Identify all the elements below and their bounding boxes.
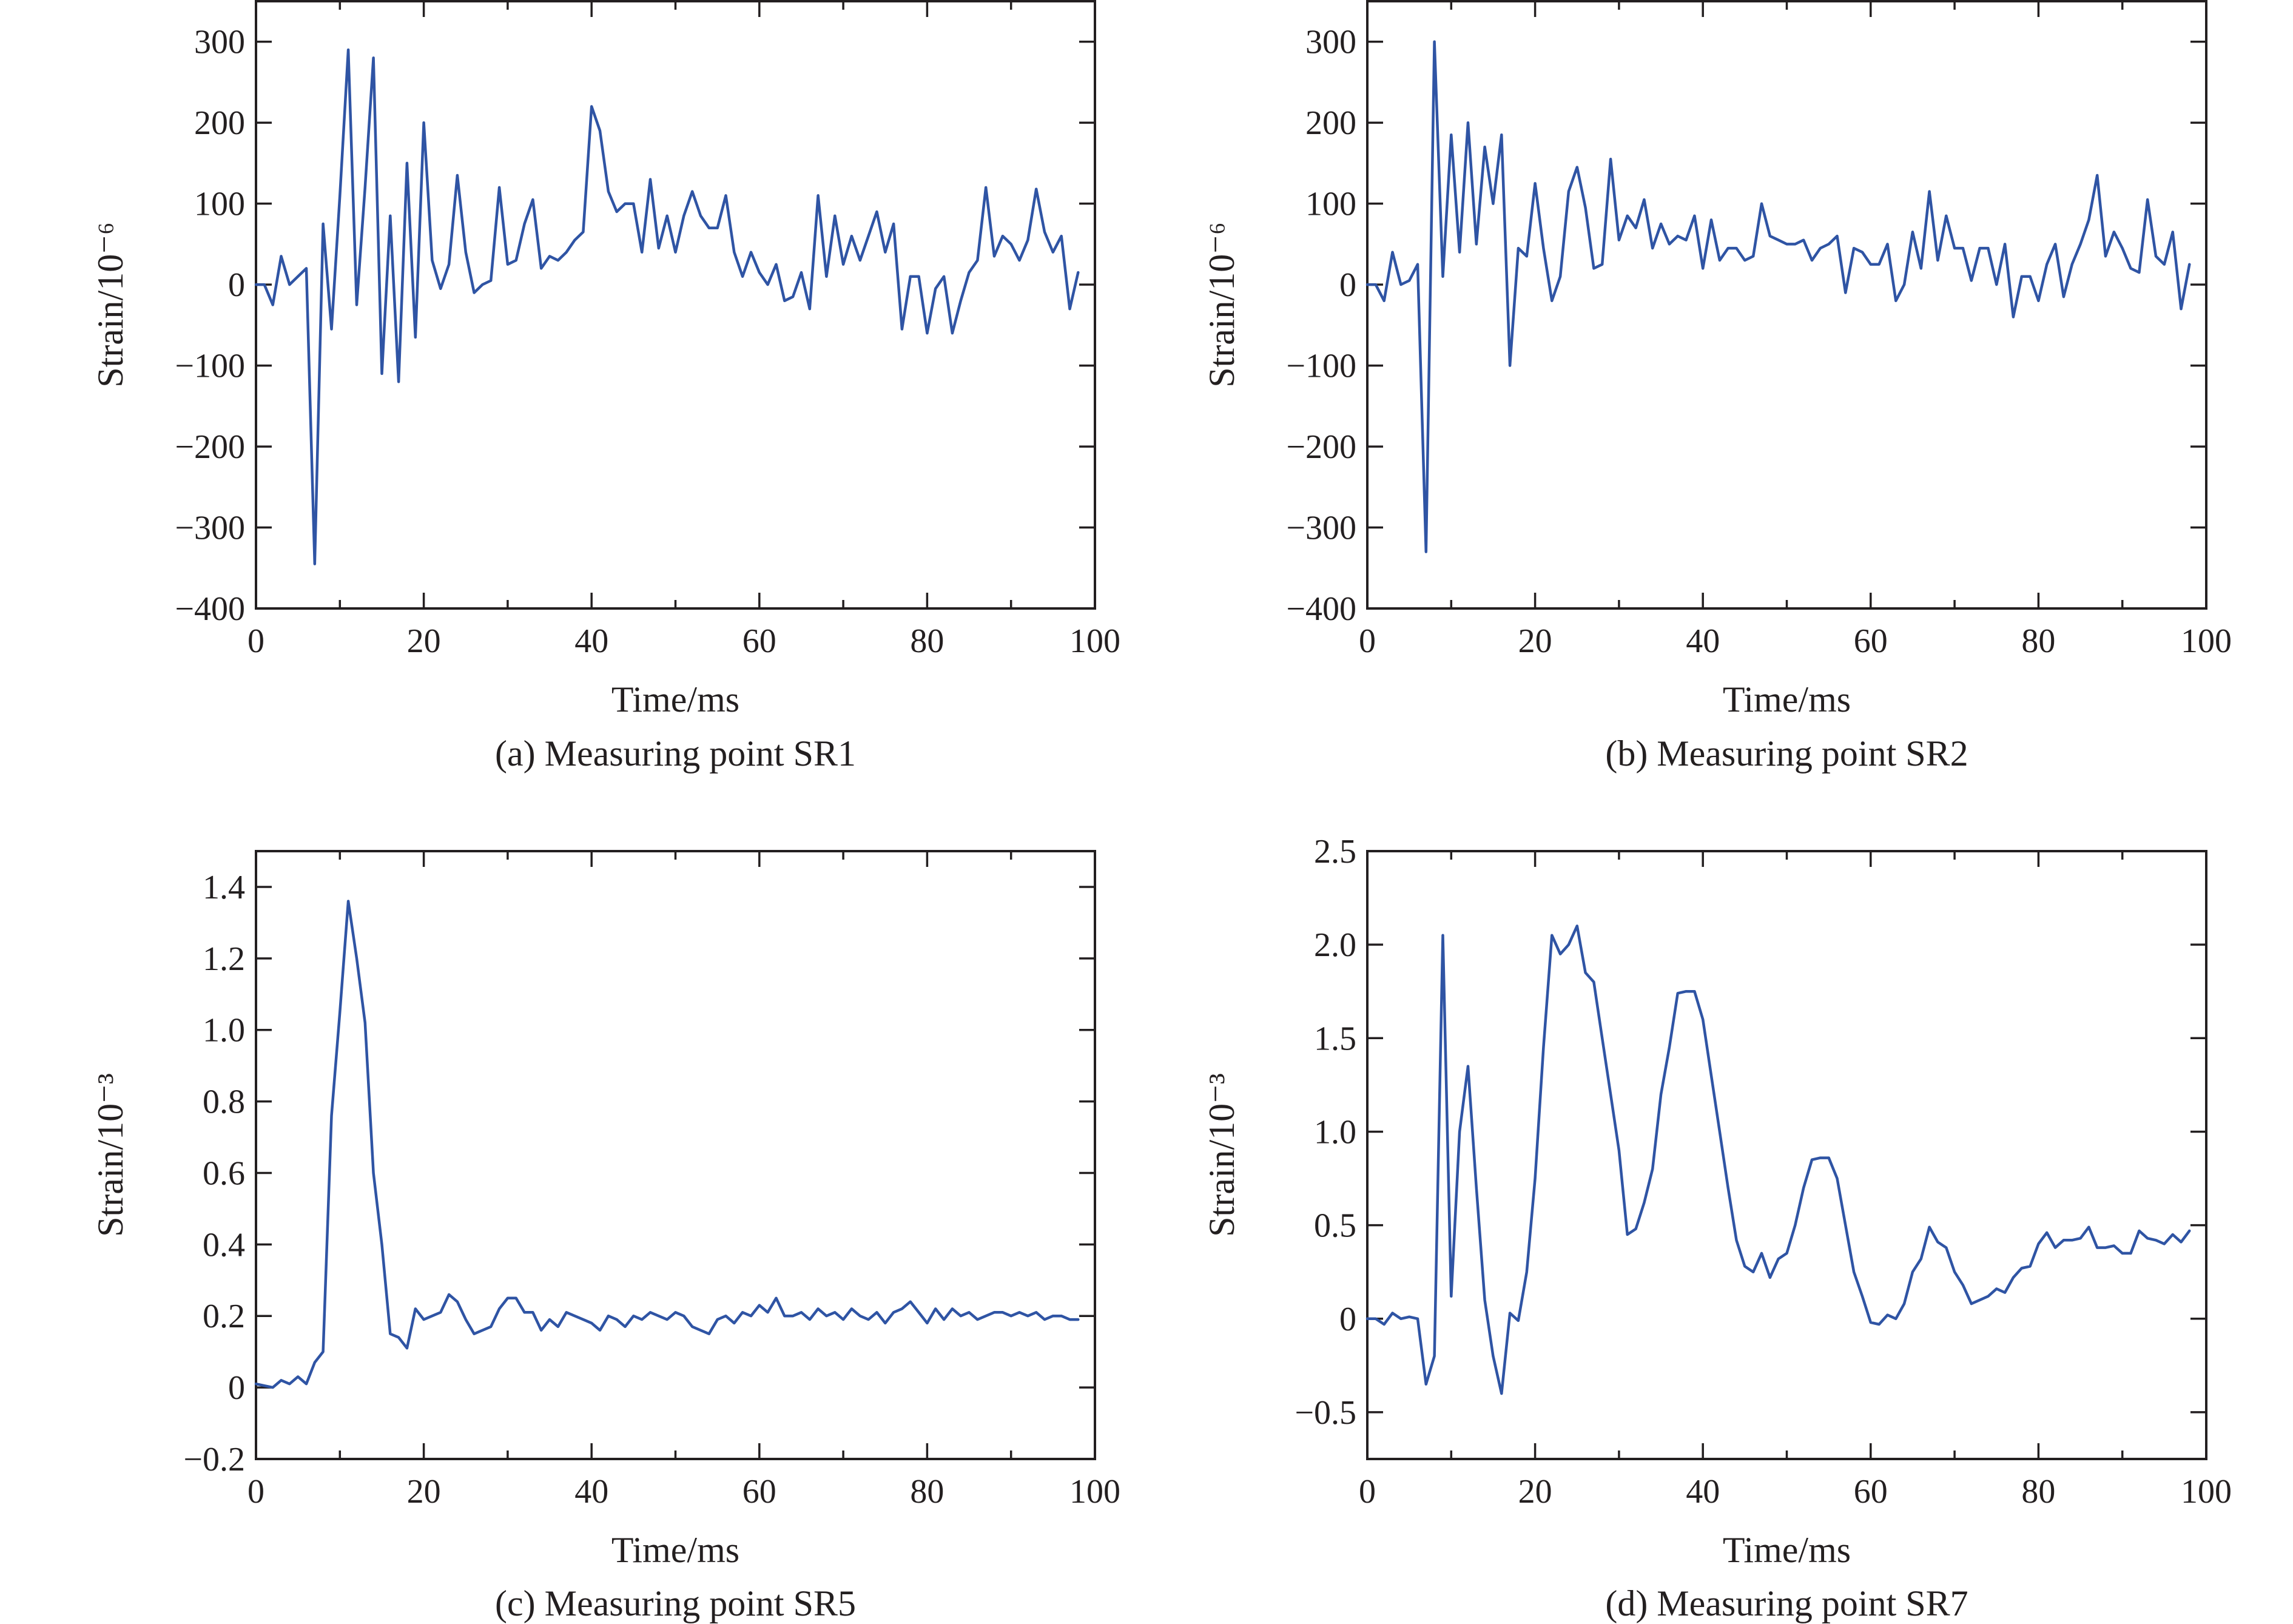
y-tick-label: 0 <box>228 266 245 304</box>
y-tick-label: −100 <box>1286 348 1356 385</box>
plot-frame <box>255 0 1096 610</box>
y-tick-label: 300 <box>1305 24 1356 61</box>
plot-frame <box>255 850 1096 1460</box>
plot-frame <box>1366 850 2207 1460</box>
series-line-sr7 <box>1365 925 2191 1395</box>
y-tick-label: 0.2 <box>203 1298 245 1335</box>
y-tick-label: −300 <box>1286 510 1356 547</box>
y-tick-label: 1.5 <box>1314 1020 1356 1057</box>
y-tick-label: 0 <box>1339 266 1356 304</box>
y-tick-label: 0.5 <box>1314 1207 1356 1245</box>
panel-caption: (c) Measuring point SR5 <box>495 1583 856 1623</box>
x-tick-label: 80 <box>2021 622 2055 660</box>
series-line-sr1 <box>254 48 1080 565</box>
x-tick-label: 100 <box>2181 1473 2232 1511</box>
x-tick-label: 100 <box>1069 1473 1120 1511</box>
y-tick-label: 2.0 <box>1314 926 1356 964</box>
x-tick-label: 60 <box>742 622 776 660</box>
x-tick-label: 60 <box>742 1473 776 1511</box>
y-tick-label: −300 <box>175 510 245 547</box>
x-tick-label: 100 <box>2181 622 2232 660</box>
y-tick-label: −400 <box>175 590 245 628</box>
x-tick-label: 20 <box>1518 622 1552 660</box>
y-tick-label: −0.5 <box>1295 1394 1356 1432</box>
x-tick-label: 80 <box>2021 1473 2055 1511</box>
x-tick-label: 0 <box>1359 1473 1376 1511</box>
chart-sr2: 0 20 40 60 80 100 −400 −300 −200 −100 0 100 200 300 Ti… <box>1202 0 2232 773</box>
panel-caption: (b) Measuring point SR2 <box>1605 733 1968 773</box>
x-tick-label: 60 <box>1854 1473 1888 1511</box>
x-tick-label: 80 <box>910 622 944 660</box>
y-axis-label: Strain/10⁻⁶ <box>90 222 130 388</box>
chart-sr1: 0 20 40 60 80 100 −400 −300 −200 −100 0 100 200 300 Ti… <box>90 0 1120 773</box>
y-tick-label: 200 <box>194 104 245 142</box>
y-tick-label: 100 <box>194 186 245 223</box>
x-axis-label: Time/ms <box>1723 679 1851 719</box>
y-tick-label: 0.6 <box>203 1154 245 1192</box>
y-tick-label: −200 <box>1286 428 1356 466</box>
y-tick-label: 2.5 <box>1314 833 1356 871</box>
x-tick-label: 0 <box>247 622 264 660</box>
y-tick-label: −200 <box>175 428 245 466</box>
x-tick-label: 20 <box>407 1473 441 1511</box>
y-tick-label: 1.2 <box>203 940 245 978</box>
y-tick-label: 0 <box>228 1369 245 1407</box>
y-tick-label: 0.8 <box>203 1083 245 1121</box>
y-tick-label: 100 <box>1305 186 1356 223</box>
y-axis-label: Strain/10⁻³ <box>90 1073 130 1237</box>
y-tick-label: −0.2 <box>183 1441 245 1478</box>
y-tick-label: 200 <box>1305 104 1356 142</box>
x-tick-label: 40 <box>1686 622 1720 660</box>
x-tick-label: 20 <box>1518 1473 1552 1511</box>
y-tick-label: 1.0 <box>203 1012 245 1050</box>
y-tick-label: −400 <box>1286 590 1356 628</box>
x-axis-label: Time/ms <box>611 1530 739 1570</box>
x-tick-label: 40 <box>1686 1473 1720 1511</box>
x-axis-label: Time/ms <box>1723 1530 1851 1570</box>
y-axis-label: Strain/10⁻³ <box>1202 1073 1242 1237</box>
series-line-sr5 <box>254 900 1080 1389</box>
series-line-sr2 <box>1365 40 2191 553</box>
y-tick-label: 1.4 <box>203 869 245 906</box>
x-tick-label: 100 <box>1069 622 1120 660</box>
x-tick-label: 20 <box>407 622 441 660</box>
y-tick-label: 0.4 <box>203 1226 245 1264</box>
y-tick-label: 300 <box>194 24 245 61</box>
plot-frame <box>1366 0 2207 610</box>
x-tick-label: 40 <box>574 1473 608 1511</box>
y-tick-label: 0 <box>1339 1301 1356 1338</box>
y-axis-label: Strain/10⁻⁶ <box>1202 222 1242 388</box>
y-tick-label: −100 <box>175 348 245 385</box>
x-tick-label: 80 <box>910 1473 944 1511</box>
chart-sr7: 0 20 40 60 80 100 −0.5 0 0.5 1.0 1.5 2.0 2.5 Time/ms S… <box>1202 833 2232 1623</box>
x-tick-label: 60 <box>1854 622 1888 660</box>
x-tick-label: 0 <box>1359 622 1376 660</box>
x-tick-label: 40 <box>574 622 608 660</box>
y-tick-label: 1.0 <box>1314 1113 1356 1151</box>
panel-caption: (a) Measuring point SR1 <box>495 733 856 773</box>
x-tick-label: 0 <box>247 1473 264 1511</box>
panel-caption: (d) Measuring point SR7 <box>1605 1583 1968 1623</box>
chart-sr5: 0 20 40 60 80 100−0.200.20.40.60.81.01.21.4Ti… <box>90 850 1120 1623</box>
x-axis-label: Time/ms <box>611 679 739 719</box>
